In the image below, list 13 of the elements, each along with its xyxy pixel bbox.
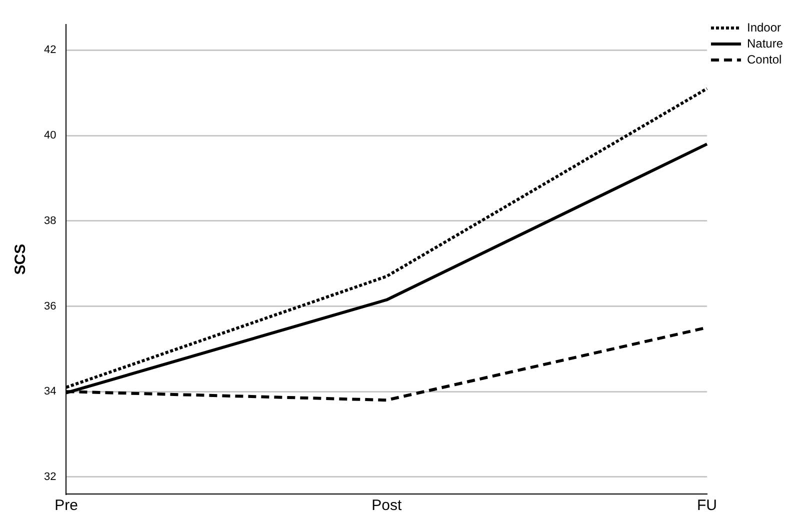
y-tick-label: 36	[44, 300, 56, 312]
y-tick-label: 40	[44, 130, 56, 142]
y-tick-label: 32	[44, 470, 56, 483]
y-tick-label: 42	[44, 44, 56, 56]
legend-label: Nature	[746, 36, 784, 50]
x-tick-label: Post	[372, 497, 402, 514]
x-tick-label: FU	[696, 497, 717, 514]
legend-label: Indoor	[746, 20, 782, 34]
x-tick-label: Pre	[54, 497, 78, 514]
y-tick-label: 38	[44, 214, 56, 227]
y-axis-title: SCS	[12, 244, 30, 275]
legend-label: Contol	[746, 52, 782, 66]
y-tick-label: 34	[44, 386, 56, 398]
